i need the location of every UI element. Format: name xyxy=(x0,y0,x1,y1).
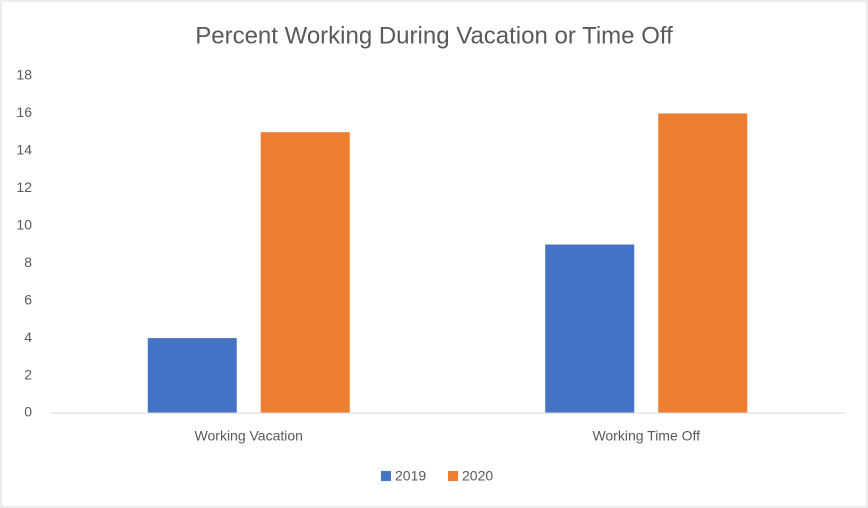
bar xyxy=(545,244,635,413)
bar xyxy=(147,338,237,413)
x-tick-label: Working Time Off xyxy=(592,428,700,444)
y-tick-label: 14 xyxy=(16,142,32,158)
legend-swatch xyxy=(381,471,391,481)
y-tick-label: 4 xyxy=(24,329,32,345)
y-tick-label: 18 xyxy=(16,67,32,83)
legend-label: 2020 xyxy=(462,468,493,484)
y-tick-label: 6 xyxy=(24,291,32,307)
y-tick-label: 0 xyxy=(24,404,32,420)
y-tick-label: 10 xyxy=(16,216,32,232)
y-tick-label: 2 xyxy=(24,366,32,382)
legend-label: 2019 xyxy=(395,468,426,484)
bar xyxy=(658,113,748,413)
y-tick-label: 16 xyxy=(16,104,32,120)
bar xyxy=(260,132,350,413)
chart-title: Percent Working During Vacation or Time … xyxy=(195,22,673,49)
legend-swatch xyxy=(448,471,458,481)
y-tick-label: 8 xyxy=(24,254,32,270)
y-tick-label: 12 xyxy=(16,179,32,195)
x-tick-label: Working Vacation xyxy=(195,428,303,444)
